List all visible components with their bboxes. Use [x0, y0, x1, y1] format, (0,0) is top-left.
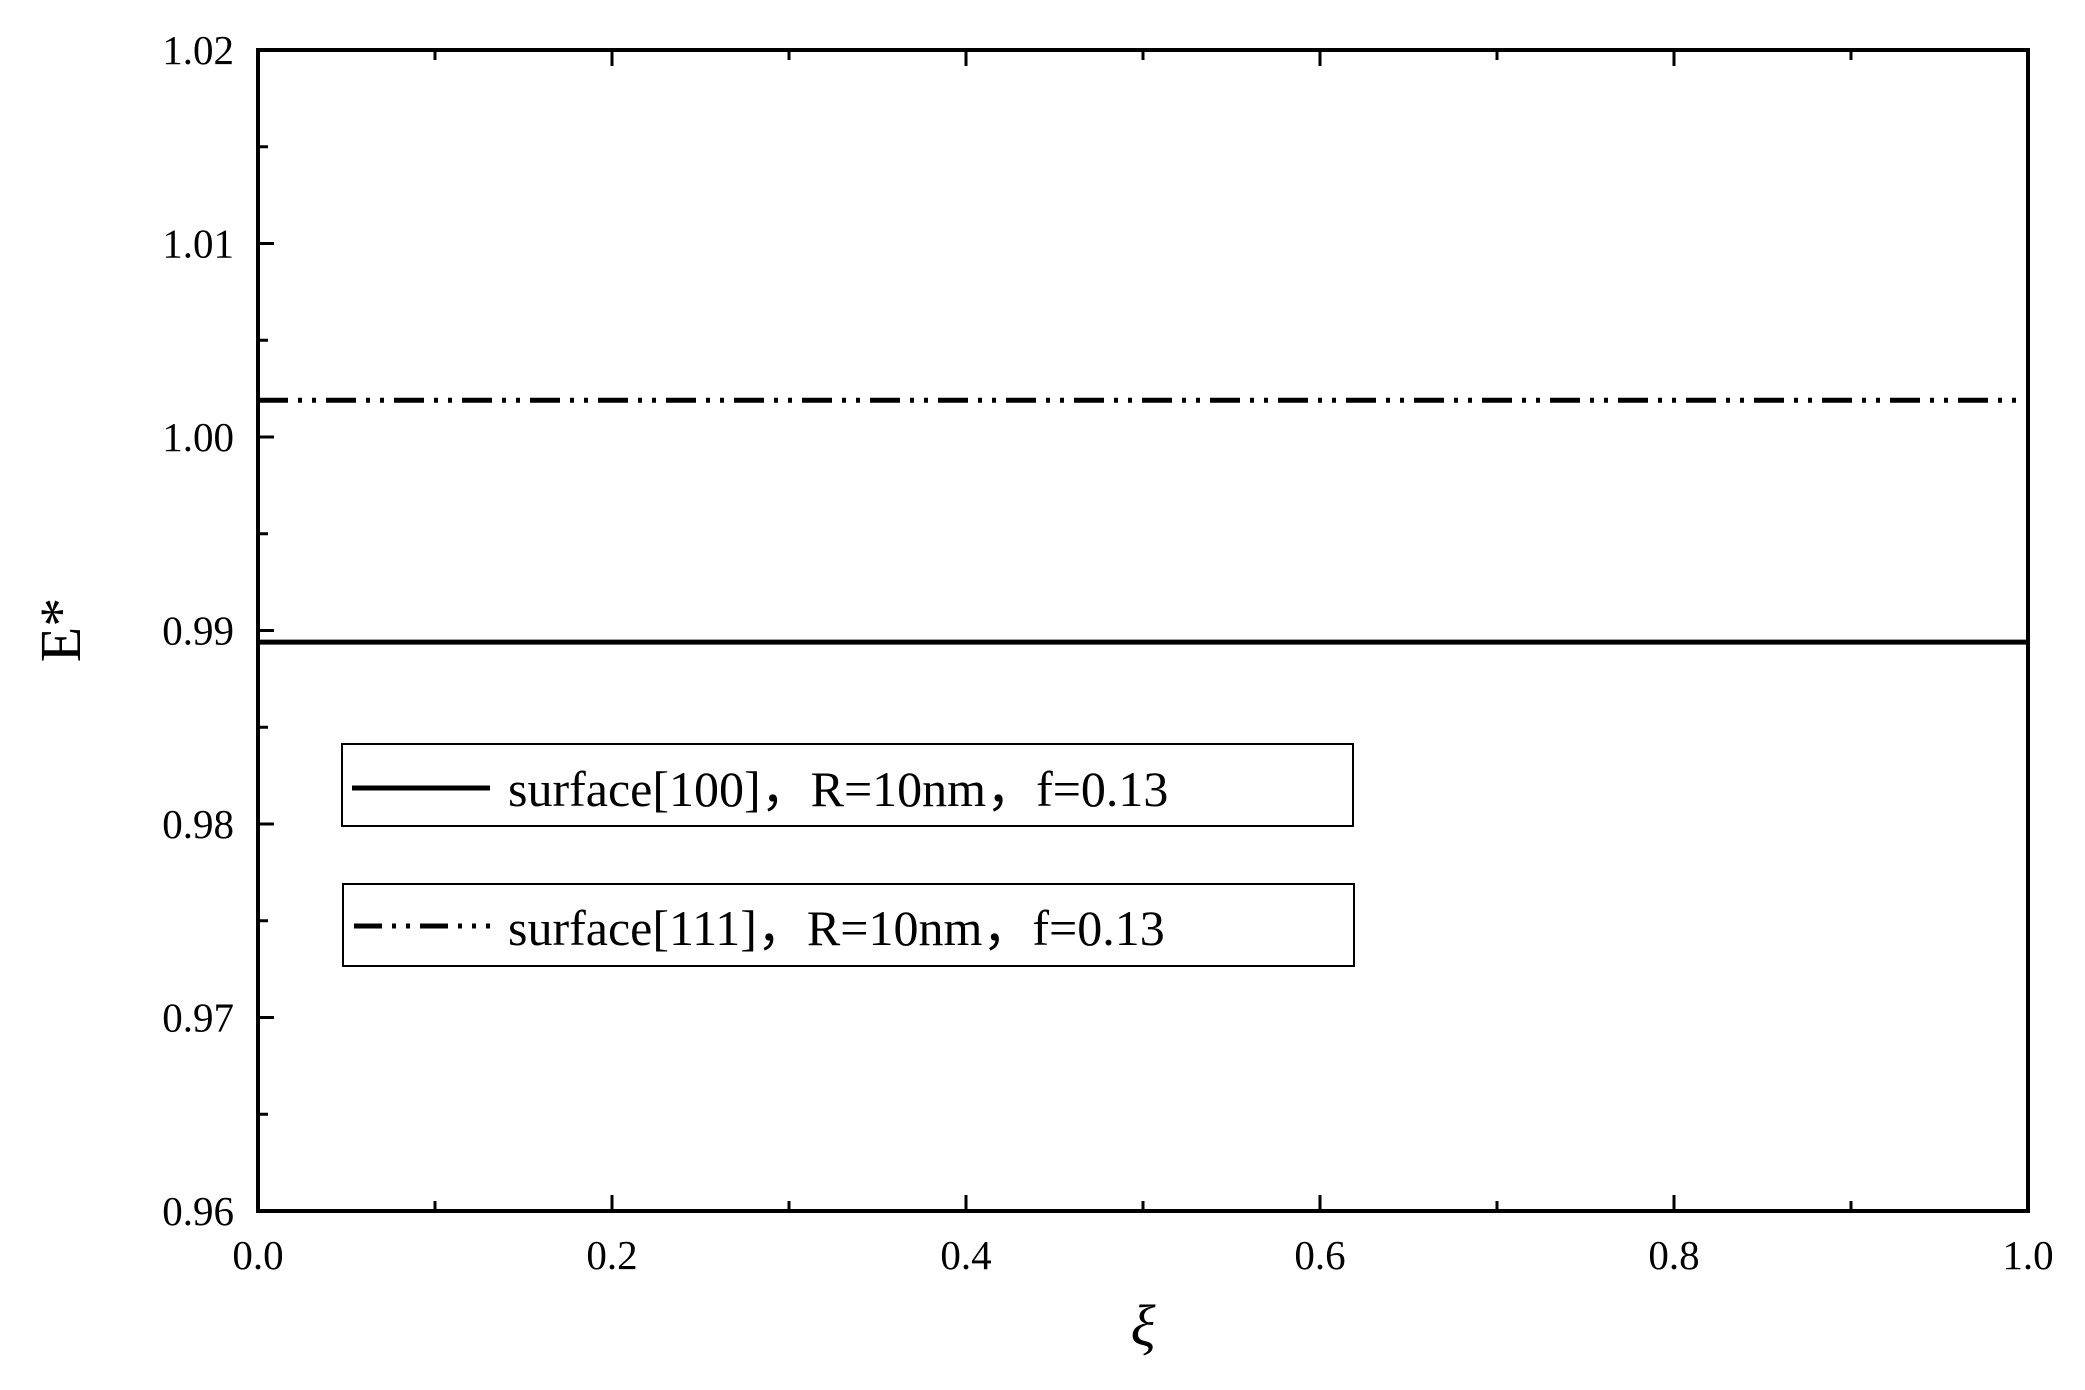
series-layer — [258, 397, 2028, 645]
x-tick-label: 0.6 — [1294, 1232, 1345, 1278]
legend-label: surface[111]，R=10nm，f=0.13 — [508, 900, 1165, 956]
y-tick-label: 0.99 — [162, 608, 234, 654]
legend-box — [341, 743, 1354, 827]
y-tick-label: 1.01 — [162, 221, 234, 267]
x-tick-label: 0.8 — [1648, 1232, 1699, 1278]
y-tick-label: 1.00 — [162, 414, 234, 460]
x-tick-label: 0.2 — [586, 1232, 637, 1278]
legend-entry-surface-111: surface[111]，R=10nm，f=0.13 — [342, 883, 1355, 967]
y-tick-label: 1.02 — [162, 27, 234, 73]
x-tick-label: 0.4 — [940, 1232, 991, 1278]
x-tick-label: 0.0 — [232, 1232, 283, 1278]
x-axis-title: ξ — [1131, 1293, 1156, 1358]
y-tick-label: 0.96 — [162, 1188, 234, 1234]
y-axis-title: E* — [28, 598, 93, 662]
plot-frame — [256, 48, 2030, 1213]
y-tick-label: 0.98 — [162, 801, 234, 847]
y-tick-label: 0.97 — [162, 995, 234, 1041]
x-axis-ticks: 0.0 0.2 0.4 0.6 0.8 1.0 — [232, 50, 2054, 1278]
y-axis-ticks: 0.96 0.97 0.98 0.99 1.00 1.01 1.02 — [162, 27, 274, 1234]
legend-label: surface[100]，R=10nm，f=0.13 — [508, 761, 1168, 817]
legend-box — [342, 883, 1355, 967]
x-tick-label: 1.0 — [2002, 1232, 2053, 1278]
legend-entry-surface-100: surface[100]，R=10nm，f=0.13 — [341, 743, 1354, 827]
